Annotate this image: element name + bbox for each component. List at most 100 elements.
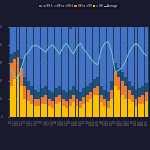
Bar: [16, 50, 20, 57]
Bar: [41, 104, 44, 117]
Bar: [82, 104, 85, 117]
Bar: [82, 88, 85, 97]
Bar: [86, 85, 89, 94]
Bar: [30, 103, 33, 117]
Bar: [89, 27, 92, 83]
Bar: [93, 27, 96, 79]
Bar: [10, 27, 13, 54]
Average: [93, 62, 95, 64]
Average: [31, 46, 33, 48]
Legend: >=99.5, 99 to <99.5, 98 to <99, < 98, Average: >=99.5, 99 to <99.5, 98 to <99, < 98, Av…: [38, 3, 120, 9]
Bar: [79, 101, 82, 108]
Bar: [24, 76, 26, 85]
Bar: [135, 99, 138, 106]
Bar: [96, 27, 99, 76]
Bar: [48, 27, 51, 90]
Bar: [76, 106, 78, 117]
Average: [55, 49, 57, 50]
Average: [17, 78, 19, 80]
Average: [83, 49, 85, 50]
Bar: [34, 99, 37, 106]
Average: [62, 46, 64, 48]
Bar: [114, 27, 117, 63]
Bar: [100, 85, 103, 94]
Bar: [44, 27, 47, 86]
Bar: [20, 68, 23, 85]
Bar: [135, 27, 138, 90]
Average: [132, 46, 134, 48]
Average: [87, 53, 88, 55]
Average: [73, 53, 74, 55]
Bar: [103, 106, 106, 117]
Bar: [41, 88, 44, 97]
Bar: [51, 101, 54, 108]
Bar: [128, 90, 130, 99]
Bar: [72, 94, 75, 102]
Bar: [58, 85, 61, 94]
Average: [69, 49, 71, 50]
Average: [125, 60, 126, 62]
Average: [48, 46, 50, 48]
Bar: [141, 94, 144, 103]
Average: [76, 46, 78, 48]
Bar: [110, 27, 113, 81]
Bar: [72, 102, 75, 117]
Bar: [62, 106, 65, 117]
Bar: [131, 85, 134, 94]
Bar: [82, 97, 85, 104]
Bar: [58, 27, 61, 86]
Bar: [65, 101, 68, 108]
Bar: [37, 27, 40, 92]
Bar: [69, 90, 72, 99]
Bar: [24, 27, 26, 76]
Bar: [44, 85, 47, 94]
Bar: [24, 99, 26, 117]
Bar: [86, 27, 89, 86]
Bar: [55, 104, 58, 117]
Bar: [107, 101, 110, 108]
Bar: [103, 90, 106, 99]
Bar: [128, 27, 130, 81]
Bar: [51, 27, 54, 92]
Bar: [86, 94, 89, 102]
Bar: [124, 76, 127, 85]
Bar: [107, 108, 110, 117]
Bar: [62, 99, 65, 106]
Bar: [34, 90, 37, 99]
Bar: [65, 92, 68, 101]
Bar: [27, 27, 30, 81]
Bar: [27, 90, 30, 101]
Average: [21, 67, 22, 68]
Average: [97, 64, 99, 66]
Bar: [13, 79, 16, 117]
Bar: [16, 57, 20, 75]
Average: [66, 42, 68, 44]
Bar: [117, 90, 120, 117]
Bar: [62, 90, 65, 99]
Bar: [110, 90, 113, 99]
Bar: [124, 27, 127, 76]
Bar: [37, 92, 40, 99]
Bar: [69, 29, 72, 90]
Bar: [128, 81, 130, 90]
Bar: [131, 102, 134, 117]
Bar: [145, 92, 148, 101]
Bar: [34, 106, 37, 117]
Bar: [110, 99, 113, 117]
Bar: [96, 76, 99, 85]
Bar: [10, 54, 13, 63]
Bar: [72, 27, 75, 86]
Average: [59, 53, 61, 55]
Bar: [124, 85, 127, 99]
Bar: [79, 92, 82, 101]
Bar: [138, 88, 141, 97]
Bar: [100, 27, 103, 86]
Bar: [107, 27, 110, 92]
Average: [24, 55, 26, 57]
Bar: [93, 79, 96, 88]
Average: [52, 44, 54, 46]
Bar: [96, 85, 99, 94]
Bar: [110, 81, 113, 90]
Bar: [30, 94, 33, 103]
Bar: [24, 85, 26, 99]
